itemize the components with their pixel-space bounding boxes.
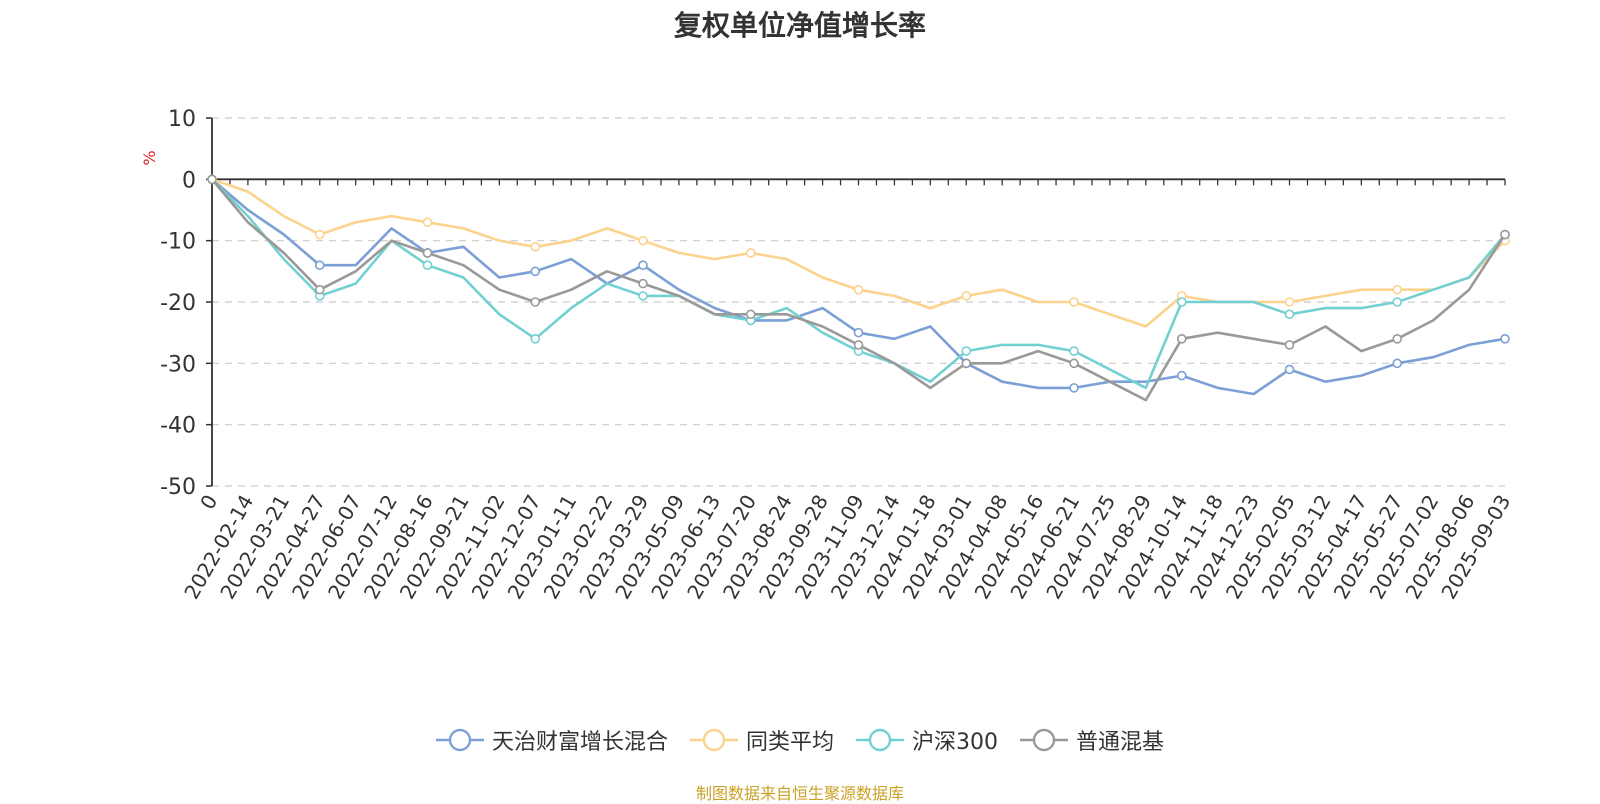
data-point: [1284, 297, 1295, 307]
data-point: [961, 358, 972, 369]
data-point: [530, 333, 541, 344]
data-point: [1392, 284, 1403, 295]
data-point: [314, 284, 325, 295]
y-tick-label: -40: [160, 414, 196, 439]
data-point: [638, 278, 648, 289]
data-point: [1500, 333, 1510, 344]
chart-title: 复权单位净值增长率: [673, 9, 926, 42]
legend-item[interactable]: 同类平均: [689, 724, 834, 756]
legend-label: 普通混基: [1076, 730, 1165, 755]
y-axis-label: %: [140, 150, 159, 165]
legend-marker-icon: [435, 728, 484, 752]
data-point: [853, 284, 864, 295]
data-point: [961, 291, 972, 301]
data-point: [1069, 358, 1079, 369]
data-point: [1392, 297, 1403, 307]
y-tick-label: -30: [160, 352, 196, 377]
y-tick-label: -50: [160, 475, 196, 500]
data-point: [1069, 346, 1079, 356]
data-point: [422, 248, 433, 258]
legend-label: 天治财富增长混合: [491, 730, 668, 755]
data-point: [853, 327, 864, 338]
data-point: [1069, 383, 1079, 393]
legend-marker-icon: [1020, 728, 1068, 752]
data-point: [314, 260, 325, 271]
y-tick-label: -20: [160, 291, 196, 316]
data-point: [530, 242, 541, 252]
data-point: [1176, 370, 1187, 381]
series-line-2: [211, 178, 1506, 328]
legend-marker-icon: [856, 728, 904, 752]
legend-item[interactable]: 沪深300: [856, 724, 998, 756]
legend-marker-icon: [689, 728, 738, 752]
data-point: [1392, 333, 1403, 344]
series-line-3: [211, 178, 1506, 390]
y-tick-label: 0: [182, 168, 196, 193]
data-point: [1284, 309, 1295, 320]
data-point: [745, 248, 756, 258]
source-note: 制图数据来自恒生聚源数据库: [695, 784, 904, 803]
data-point: [638, 260, 648, 271]
data-point: [638, 235, 648, 246]
data-point: [530, 297, 541, 307]
data-point: [1392, 358, 1403, 369]
legend: 天治财富增长混合 同类平均 沪深300 普通混基: [0, 720, 1600, 760]
data-point: [207, 174, 217, 185]
data-point: [530, 266, 541, 277]
y-tick-label: 10: [168, 107, 196, 132]
data-point: [745, 309, 756, 320]
legend-item[interactable]: 天治财富增长混合: [435, 724, 668, 756]
data-point: [961, 346, 972, 356]
legend-item[interactable]: 普通混基: [1020, 724, 1164, 756]
data-point: [638, 291, 648, 301]
data-point: [314, 229, 325, 240]
x-tick-label: 0: [195, 491, 222, 514]
legend-label: 同类平均: [745, 730, 834, 755]
data-point: [422, 217, 433, 228]
data-point: [1500, 229, 1510, 240]
data-point: [1284, 340, 1295, 350]
y-tick-label: -10: [160, 230, 196, 255]
data-point: [1284, 364, 1295, 375]
data-point: [1069, 297, 1079, 307]
data-point: [422, 260, 433, 271]
data-point: [853, 340, 864, 350]
data-point: [1176, 297, 1187, 307]
legend-label: 沪深300: [912, 730, 998, 755]
data-point: [1176, 333, 1187, 344]
